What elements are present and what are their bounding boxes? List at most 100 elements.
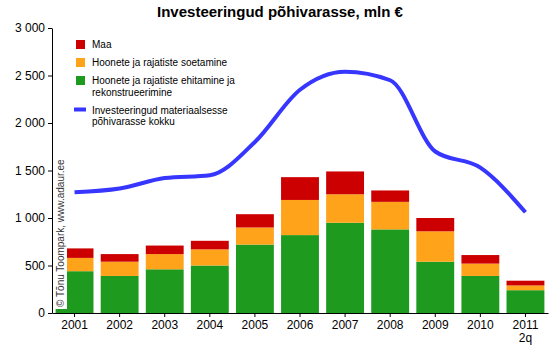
bar (281, 235, 319, 313)
x-tick-label-line: 2009 (422, 318, 449, 332)
bar (281, 200, 319, 235)
bar (191, 241, 229, 250)
bar (146, 254, 184, 269)
x-tick-label-line: 2001 (61, 318, 88, 332)
y-tick-label: 1 000 (15, 211, 45, 225)
legend-label-line: põhivarasse kokku (92, 116, 175, 127)
bar (507, 285, 545, 290)
bar (146, 246, 184, 255)
legend-item: Investeeringud materiaalsesse põhivarass… (74, 105, 230, 128)
legend-label: Hoonete ja rajatiste soetamine (92, 57, 228, 68)
x-tick-label: 2010 (467, 318, 494, 332)
annotation: © Tõnu Toompark, www.adaur.ee (54, 157, 67, 309)
y-tick: 2 500 (15, 69, 52, 83)
legend-label-line: Hoonete ja rajatiste ehitamine ja (92, 75, 238, 86)
bar (326, 223, 364, 313)
bar (371, 202, 409, 230)
x-tick: 2010 (467, 313, 494, 332)
x-tick-label: 2009 (422, 318, 449, 332)
line (75, 72, 526, 213)
x-tick-label: 2005 (242, 318, 269, 332)
legend-item: Maa (76, 39, 112, 50)
bar (416, 231, 454, 261)
legend-label: Hoonete ja rajatiste ehitamine ja rekons… (92, 75, 238, 98)
x-tick-label: 2008 (377, 318, 404, 332)
bar (146, 269, 184, 313)
legend-swatch (76, 58, 85, 67)
x-tick: 2003 (151, 313, 178, 332)
bar (507, 281, 545, 286)
y-tick-label: 2 000 (15, 116, 45, 130)
x-tick-mark (254, 313, 255, 317)
x-tick-mark (300, 313, 301, 317)
y-tick-mark (48, 171, 52, 172)
bar (416, 262, 454, 313)
x-tick-mark (345, 313, 346, 317)
x-tick-label-line: 2q (519, 331, 532, 345)
x-tick: 2006 (287, 313, 314, 332)
y-tick-label: 1 500 (15, 164, 45, 178)
y-tick: 1 000 (15, 211, 52, 225)
plot-area (56, 72, 545, 313)
x-tick-label-line: 2005 (242, 318, 269, 332)
x-tick-label: 2002 (106, 318, 133, 332)
x-tick-label-line: 2003 (151, 318, 178, 332)
bar (507, 290, 545, 313)
y-tick: 1 500 (15, 164, 52, 178)
bar (281, 177, 319, 200)
y-axis-line (52, 29, 53, 314)
bar (461, 264, 499, 276)
y-tick-mark (48, 28, 52, 29)
x-tick-label-line: 2008 (377, 318, 404, 332)
x-tick: 2002 (106, 313, 133, 332)
annotation-text: © Tõnu Toompark, www.adaur.ee (55, 159, 66, 307)
y-tick-label: 500 (25, 259, 45, 273)
bar (461, 255, 499, 264)
title: Investeeringud põhivarasse, mln € (157, 3, 404, 20)
bar (236, 214, 274, 227)
x-tick-mark (209, 313, 210, 317)
legend-swatch (76, 76, 85, 85)
legend-swatch (74, 108, 86, 112)
x-tick-mark (119, 313, 120, 317)
y-axis: 0 500 1 000 1 500 2 000 2 500 3 000 (15, 21, 53, 320)
y-tick-label: 3 000 (15, 21, 45, 35)
legend-label-line: Hoonete ja rajatiste soetamine (92, 57, 228, 68)
x-axis: 2001 2002 2003 2004 2005 2006 2007 2008 2009 2010… (53, 313, 549, 345)
x-tick: 2005 (242, 313, 269, 332)
x-tick-label-line: 2002 (106, 318, 133, 332)
legend-label-line: Maa (92, 39, 112, 50)
x-tick: 20112q (513, 313, 539, 345)
x-tick-mark (74, 313, 75, 317)
bar (101, 276, 139, 313)
y-tick-mark (48, 123, 52, 124)
x-tick-mark (164, 313, 165, 317)
x-tick-label-line: 2010 (467, 318, 494, 332)
x-tick-label: 2007 (332, 318, 359, 332)
bar (461, 276, 499, 313)
x-tick: 2001 (61, 313, 88, 332)
x-tick-label: 2003 (151, 318, 178, 332)
x-tick-label: 2001 (61, 318, 88, 332)
x-tick: 2007 (332, 313, 359, 332)
x-tick-mark (390, 313, 391, 317)
chart: Investeeringud põhivarasse, mln € 0 500 1 0… (0, 0, 560, 364)
y-tick: 0 (38, 306, 52, 320)
y-tick: 2 000 (15, 116, 52, 130)
y-tick: 3 000 (15, 21, 52, 35)
bar (416, 218, 454, 231)
x-tick-label-line: 2007 (332, 318, 359, 332)
bar (326, 194, 364, 223)
x-tick-label-line: 2004 (196, 318, 223, 332)
x-tick-label: 2004 (196, 318, 223, 332)
bar (101, 254, 139, 262)
x-tick-label-line: 2011 (513, 318, 539, 332)
legend-swatch (76, 40, 85, 49)
y-tick-mark (48, 218, 52, 219)
bar (371, 190, 409, 201)
annotation-background (54, 157, 67, 309)
x-tick: 2008 (377, 313, 404, 332)
x-tick-mark (525, 313, 526, 317)
x-tick: 2009 (422, 313, 449, 332)
legend-label: Investeeringud materiaalsesse põhivarass… (92, 105, 230, 128)
